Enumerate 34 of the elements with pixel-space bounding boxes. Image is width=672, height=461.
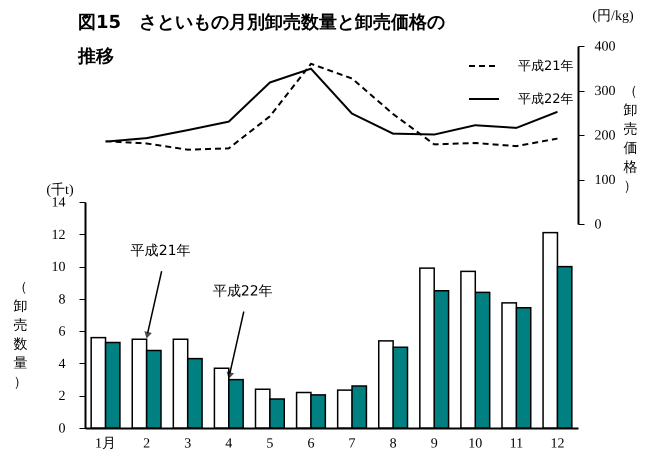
legend-label: 平成21年 xyxy=(518,59,574,74)
x-tick-label: 7 xyxy=(348,436,356,452)
y-axis-title: （卸売価格） xyxy=(622,84,638,194)
y-tick-label: 10 xyxy=(52,260,66,276)
annotation: 平成21年 xyxy=(130,243,191,260)
chart-title: 図15 さといもの月別卸売数量と卸売価格の推移 xyxy=(78,11,446,69)
annotation: 平成22年 xyxy=(212,284,273,300)
y-tick-label: 0 xyxy=(594,218,602,232)
y-axis-title: （卸売数量） xyxy=(14,280,28,390)
x-tick-label: 8 xyxy=(390,436,397,452)
y-tick-label: 4 xyxy=(58,356,66,372)
y-tick-label: 14 xyxy=(52,196,66,210)
x-tick-label: 12 xyxy=(550,436,564,452)
text: (円/kg) xyxy=(592,9,634,24)
y-tick-label: 8 xyxy=(58,292,66,308)
y-tick-label: 100 xyxy=(594,173,616,188)
y-tick-label: 300 xyxy=(594,84,616,99)
text: (千t) xyxy=(46,182,74,198)
x-tick-label: 2 xyxy=(143,436,150,452)
y-tick-label: 200 xyxy=(594,128,616,144)
legend-label: 平成22年 xyxy=(518,92,574,107)
x-tick-label: 1月 xyxy=(95,436,116,452)
y-tick-label: 6 xyxy=(58,324,66,340)
x-tick-label: 9 xyxy=(430,436,438,452)
y-tick-label: 2 xyxy=(58,389,66,404)
y-tick-label: 12 xyxy=(52,228,66,243)
x-tick-label: 5 xyxy=(266,436,274,452)
x-tick-label: 10 xyxy=(468,436,482,452)
x-tick-label: 11 xyxy=(510,436,524,452)
x-tick-label: 3 xyxy=(184,436,192,452)
x-tick-label: 6 xyxy=(307,436,314,452)
x-tick-label: 4 xyxy=(225,436,232,452)
y-tick-label: 0 xyxy=(58,422,66,436)
y-tick-label: 400 xyxy=(594,40,616,54)
